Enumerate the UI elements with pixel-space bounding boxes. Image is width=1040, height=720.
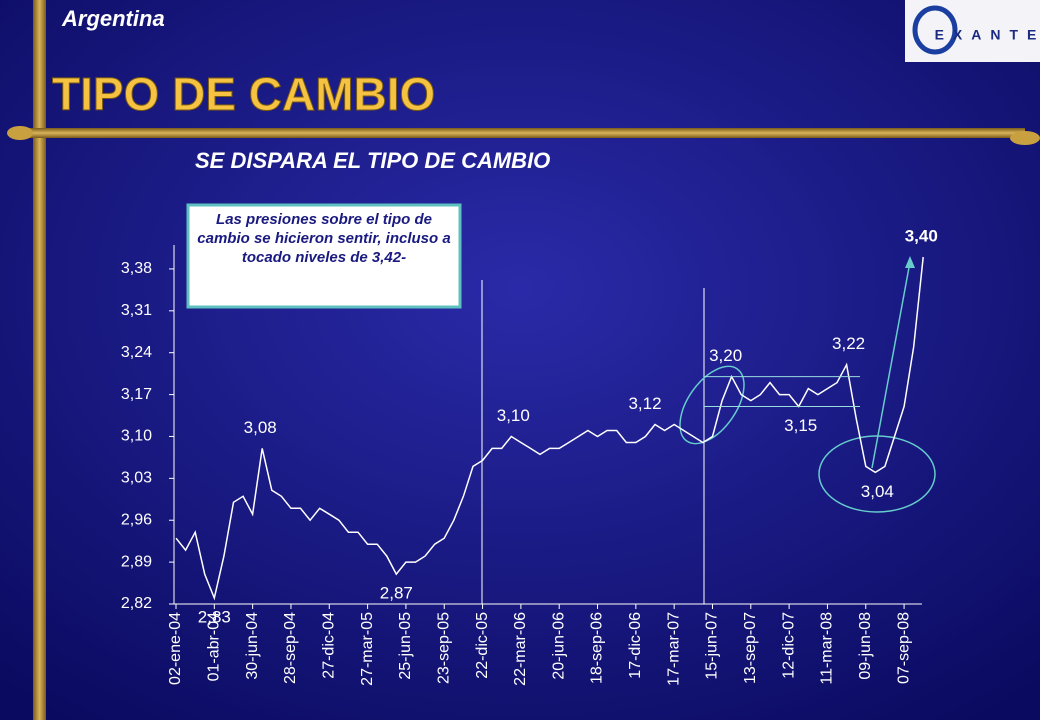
bar-end bbox=[1010, 131, 1040, 145]
x-tick-label: 28-sep-04 bbox=[282, 612, 299, 684]
y-tick-label: 3,10 bbox=[121, 428, 152, 445]
slide-title: TIPO DE CAMBIO bbox=[52, 68, 435, 120]
value-label: 3,12 bbox=[628, 394, 661, 413]
logo-mark bbox=[912, 5, 958, 55]
value-label: 3,10 bbox=[497, 406, 530, 425]
value-label: 2,83 bbox=[198, 608, 231, 627]
value-label: 3,22 bbox=[832, 334, 865, 353]
x-tick-label: 30-jun-04 bbox=[244, 612, 261, 680]
bar-end bbox=[7, 126, 33, 140]
x-tick-label: 18-sep-06 bbox=[589, 612, 606, 684]
x-tick-label: 02-ene-04 bbox=[167, 612, 184, 685]
x-tick-label: 20-jun-06 bbox=[550, 612, 567, 680]
callout-box bbox=[186, 203, 462, 309]
value-label: 2,87 bbox=[380, 584, 413, 603]
x-tick-label: 13-sep-07 bbox=[742, 612, 759, 684]
gold-bar bbox=[33, 0, 46, 720]
value-label: 3,40 bbox=[905, 226, 938, 245]
y-tick-label: 3,38 bbox=[121, 260, 152, 277]
value-label: 3,04 bbox=[861, 482, 894, 501]
x-tick-label: 15-jun-07 bbox=[704, 612, 721, 680]
x-tick-label: 27-dic-04 bbox=[320, 612, 337, 679]
x-tick-label: 22-mar-06 bbox=[512, 612, 529, 686]
y-tick-label: 2,89 bbox=[121, 553, 152, 570]
y-tick-label: 2,96 bbox=[121, 511, 152, 528]
x-tick-label: 12-dic-07 bbox=[780, 612, 797, 679]
arrow-head bbox=[905, 256, 915, 268]
y-tick-label: 3,03 bbox=[121, 470, 152, 487]
x-tick-label: 01-abr-04 bbox=[206, 612, 223, 681]
x-tick-label: 23-sep-05 bbox=[435, 612, 452, 684]
header: Argentina bbox=[61, 6, 165, 31]
x-tick-label: 11-mar-08 bbox=[819, 612, 836, 685]
x-tick-label: 07-sep-08 bbox=[895, 612, 912, 684]
x-tick-label: 17-mar-07 bbox=[665, 612, 682, 686]
value-label: 3,15 bbox=[784, 416, 817, 435]
callout-text: Las presiones sobre el tipo de cambio se… bbox=[197, 211, 451, 266]
y-tick-label: 3,24 bbox=[121, 344, 152, 361]
highlight-ellipse bbox=[679, 365, 745, 445]
chart-title: SE DISPARA EL TIPO DE CAMBIO bbox=[195, 148, 550, 173]
callout: Las presiones sobre el tipo de cambio se… bbox=[197, 211, 451, 266]
arrow bbox=[871, 261, 911, 469]
y-tick-label: 3,17 bbox=[121, 386, 152, 403]
x-tick-label: 25-jun-05 bbox=[397, 612, 414, 680]
gold-bar bbox=[20, 128, 1025, 138]
x-tick-label: 27-mar-05 bbox=[359, 612, 376, 686]
value-label: 3,08 bbox=[244, 418, 277, 437]
x-tick-label: 22-dic-05 bbox=[474, 612, 491, 679]
y-tick-label: 3,31 bbox=[121, 302, 152, 319]
y-tick-label: 2,82 bbox=[121, 595, 152, 612]
logo: EXANTE bbox=[935, 27, 1040, 43]
value-label: 3,20 bbox=[709, 346, 742, 365]
x-tick-label: 17-dic-06 bbox=[627, 612, 644, 679]
x-tick-label: 09-jun-08 bbox=[857, 612, 874, 680]
highlight-ellipse bbox=[818, 435, 936, 513]
